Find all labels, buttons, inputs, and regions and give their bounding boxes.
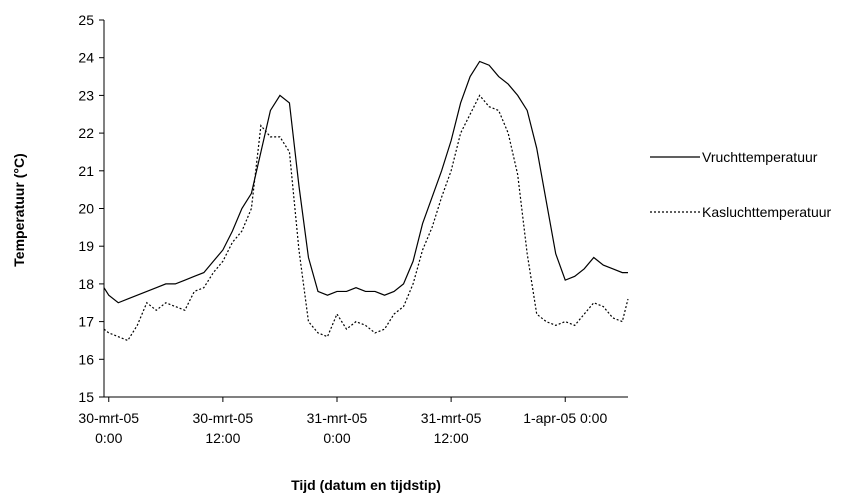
y-tick-label: 21 (78, 163, 94, 179)
x-axis-title: Tijd (datum en tijdstip) (291, 477, 441, 493)
x-tick-label-line: 30-mrt-05 (193, 410, 254, 426)
y-tick-label: 22 (78, 125, 94, 141)
x-tick-label: 1-apr-05 0:00 (523, 410, 607, 426)
x-tick-label: 30-mrt-05 0:00 (78, 410, 139, 446)
x-tick-label: 30-mrt-05 12:00 (193, 410, 254, 446)
y-tick-label: 18 (78, 276, 94, 292)
series-line (103, 60, 628, 304)
y-tick-label: 24 (78, 50, 94, 66)
y-tick-label: 20 (78, 201, 94, 217)
y-tick-label: 17 (78, 314, 94, 330)
x-tick-label-line: 12:00 (434, 430, 469, 446)
x-tick-label-line: 12:00 (205, 430, 240, 446)
y-tick-label: 23 (78, 87, 94, 103)
y-tick-label: 15 (78, 389, 94, 405)
x-tick-label-line: 31-mrt-05 (307, 410, 368, 426)
x-tick-label: 31-mrt-05 0:00 (307, 410, 368, 446)
y-tick-label: 25 (78, 12, 94, 28)
x-tick-label-line: 1-apr-05 0:00 (523, 410, 607, 426)
y-tick-label: 16 (78, 351, 94, 367)
y-tick-label: 19 (78, 238, 94, 254)
y-axis-title: Temperatuur (°C) (11, 153, 27, 266)
x-tick-label: 31-mrt-05 12:00 (421, 410, 482, 446)
x-tick-label-line: 31-mrt-05 (421, 410, 482, 426)
x-tick-label-line: 0:00 (323, 430, 350, 446)
x-tick-label-line: 0:00 (95, 430, 122, 446)
legend-label: Kasluchttemperatuur (702, 204, 832, 220)
series-line (103, 94, 629, 342)
x-tick-label-line: 30-mrt-05 (78, 410, 139, 426)
legend-label: Vruchttemperatuur (702, 149, 818, 165)
